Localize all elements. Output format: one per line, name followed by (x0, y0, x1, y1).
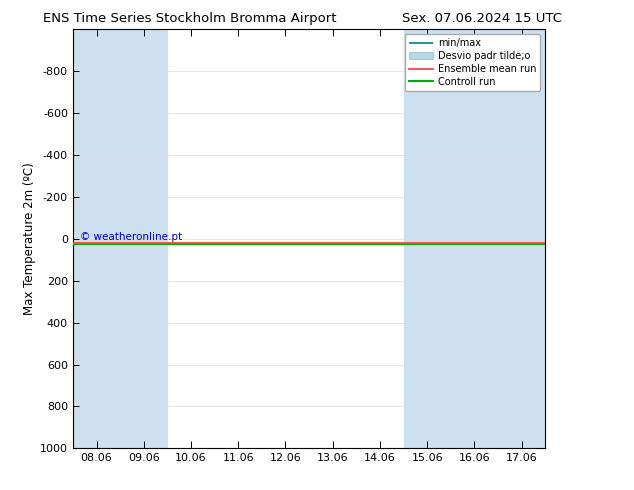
Bar (451, 29, 498, 448)
Text: © weatheronline.pt: © weatheronline.pt (80, 232, 182, 242)
Bar (403, 29, 451, 448)
Legend: min/max, Desvio padr tilde;o, Ensemble mean run, Controll run: min/max, Desvio padr tilde;o, Ensemble m… (405, 34, 540, 91)
Bar (498, 29, 545, 448)
Bar (73, 29, 120, 448)
Bar (120, 29, 167, 448)
Text: Sex. 07.06.2024 15 UTC: Sex. 07.06.2024 15 UTC (402, 12, 562, 25)
Text: ENS Time Series Stockholm Bromma Airport: ENS Time Series Stockholm Bromma Airport (44, 12, 337, 25)
Y-axis label: Max Temperature 2m (ºC): Max Temperature 2m (ºC) (23, 163, 36, 315)
